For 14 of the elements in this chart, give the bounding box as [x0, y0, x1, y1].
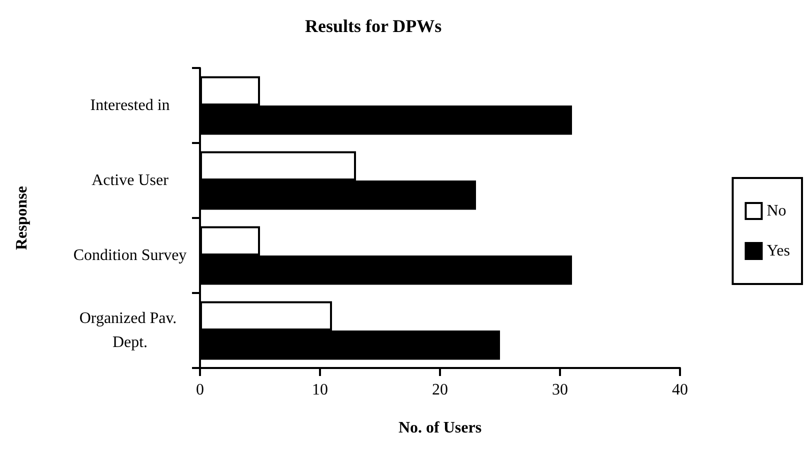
- legend-label: No: [766, 202, 786, 220]
- y-tick-label: Organized Pav. Dept.: [79, 310, 181, 351]
- x-tick-label: 20: [432, 382, 448, 398]
- chart-title: Results for DPWs: [305, 16, 442, 36]
- legend-label: Yes: [766, 242, 790, 260]
- y-tick-label: Interested in: [90, 97, 170, 114]
- x-tick-label: 30: [552, 382, 568, 398]
- y-tick-label: Active User: [92, 172, 170, 189]
- x-tick-label: 10: [312, 382, 328, 398]
- x-tick-label: 40: [672, 382, 688, 398]
- y-axis-title: Response: [14, 186, 30, 250]
- y-tick-label: Condition Survey: [73, 247, 187, 264]
- x-axis-title: No. of Users: [398, 420, 482, 436]
- x-tick-label: 0: [196, 382, 204, 398]
